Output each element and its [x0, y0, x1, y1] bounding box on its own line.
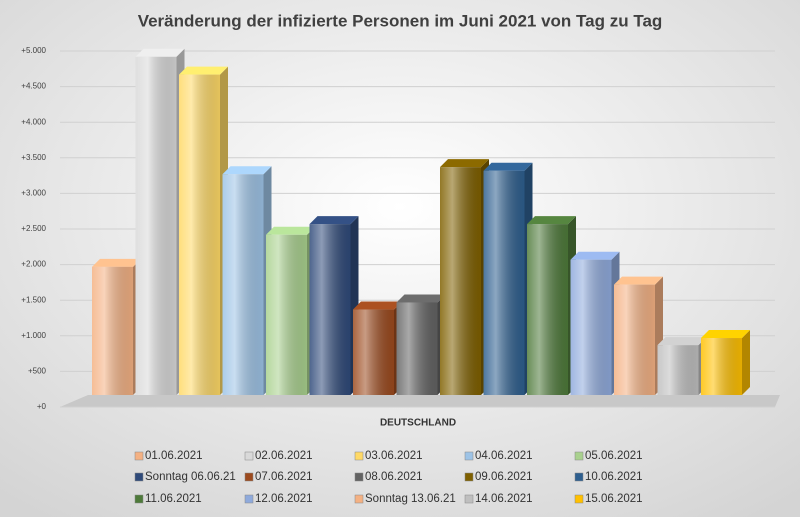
bar-shine — [570, 259, 612, 395]
bar-shine — [657, 345, 699, 395]
floor — [60, 395, 780, 407]
y-tick-label: +4.500 — [21, 82, 46, 91]
y-tick-label: +4.000 — [21, 117, 46, 126]
x-category-label: DEUTSCHLAND — [380, 418, 456, 429]
bar-shine — [179, 74, 220, 395]
bar-top — [135, 48, 185, 57]
bar-shine — [222, 174, 264, 395]
legend-swatch — [354, 494, 364, 504]
legend-label: 01.06.2021 — [145, 450, 203, 462]
legend-label: 07.06.2021 — [255, 471, 313, 483]
legend-swatch — [354, 472, 364, 482]
legend-label: 11.06.2021 — [145, 493, 202, 505]
legend-label: Sonntag 13.06.21 — [365, 493, 456, 505]
bar-top — [309, 216, 359, 225]
bar-shine — [135, 56, 177, 396]
legend-label: 03.06.2021 — [365, 450, 423, 462]
legend-label: Sonntag 06.06.21 — [145, 471, 236, 483]
legend-swatch — [464, 472, 474, 482]
legend-swatch — [244, 494, 254, 504]
bar-side — [742, 330, 750, 395]
legend-label: 04.06.2021 — [475, 450, 533, 462]
y-tick-label: +3.500 — [21, 153, 46, 162]
y-tick-label: +5.000 — [21, 46, 46, 55]
legend-label: 15.06.2021 — [585, 493, 643, 505]
bar-shine — [92, 266, 133, 395]
legend-swatch — [574, 451, 584, 461]
bar-shine — [266, 234, 307, 395]
legend-swatch — [134, 472, 144, 482]
legend-label: 14.06.2021 — [475, 493, 533, 505]
bar-shine — [527, 224, 568, 395]
bar-top — [570, 251, 620, 260]
bar-top — [701, 330, 750, 339]
bar-top — [483, 162, 533, 171]
y-tick-label: +1.500 — [21, 295, 46, 304]
legend-swatch — [134, 451, 144, 461]
y-tick-label: +2.500 — [21, 224, 46, 233]
y-tick-label: +0 — [37, 402, 47, 411]
y-tick-label: +500 — [28, 367, 47, 376]
legend-swatch — [244, 472, 254, 482]
legend-swatch — [574, 494, 584, 504]
y-tick-label: +1.000 — [21, 331, 46, 340]
bar-shine — [483, 170, 525, 395]
legend-label: 09.06.2021 — [475, 471, 533, 483]
bar-shine — [353, 309, 394, 395]
bar-shine — [701, 338, 742, 395]
legend-label: 08.06.2021 — [365, 471, 423, 483]
legend-label: 12.06.2021 — [255, 493, 313, 505]
bar-top — [440, 159, 489, 168]
legend-label: 05.06.2021 — [585, 450, 643, 462]
legend-swatch — [464, 451, 474, 461]
bar-top — [222, 166, 272, 175]
legend-swatch — [354, 451, 364, 461]
legend-label: 02.06.2021 — [255, 450, 313, 462]
legend-swatch — [244, 451, 254, 461]
bar-shine — [396, 302, 438, 395]
bar-shine — [440, 167, 481, 395]
bar-top — [353, 301, 402, 310]
bar-top — [614, 276, 663, 285]
bar-top — [266, 226, 315, 235]
legend-swatch — [464, 494, 474, 504]
bar-top — [179, 66, 228, 75]
y-tick-label: +3.000 — [21, 189, 46, 198]
bar-shine — [614, 284, 655, 395]
legend-swatch — [574, 472, 584, 482]
bar-top — [92, 258, 141, 267]
bar-top — [657, 337, 707, 346]
y-tick-label: +2.000 — [21, 260, 46, 269]
bar-top — [396, 294, 446, 303]
bar-top — [527, 216, 576, 225]
legend-label: 10.06.2021 — [585, 471, 643, 483]
legend-swatch — [134, 494, 144, 504]
bar-shine — [309, 224, 351, 395]
chart-title: Veränderung der infizierte Personen im J… — [138, 11, 663, 30]
